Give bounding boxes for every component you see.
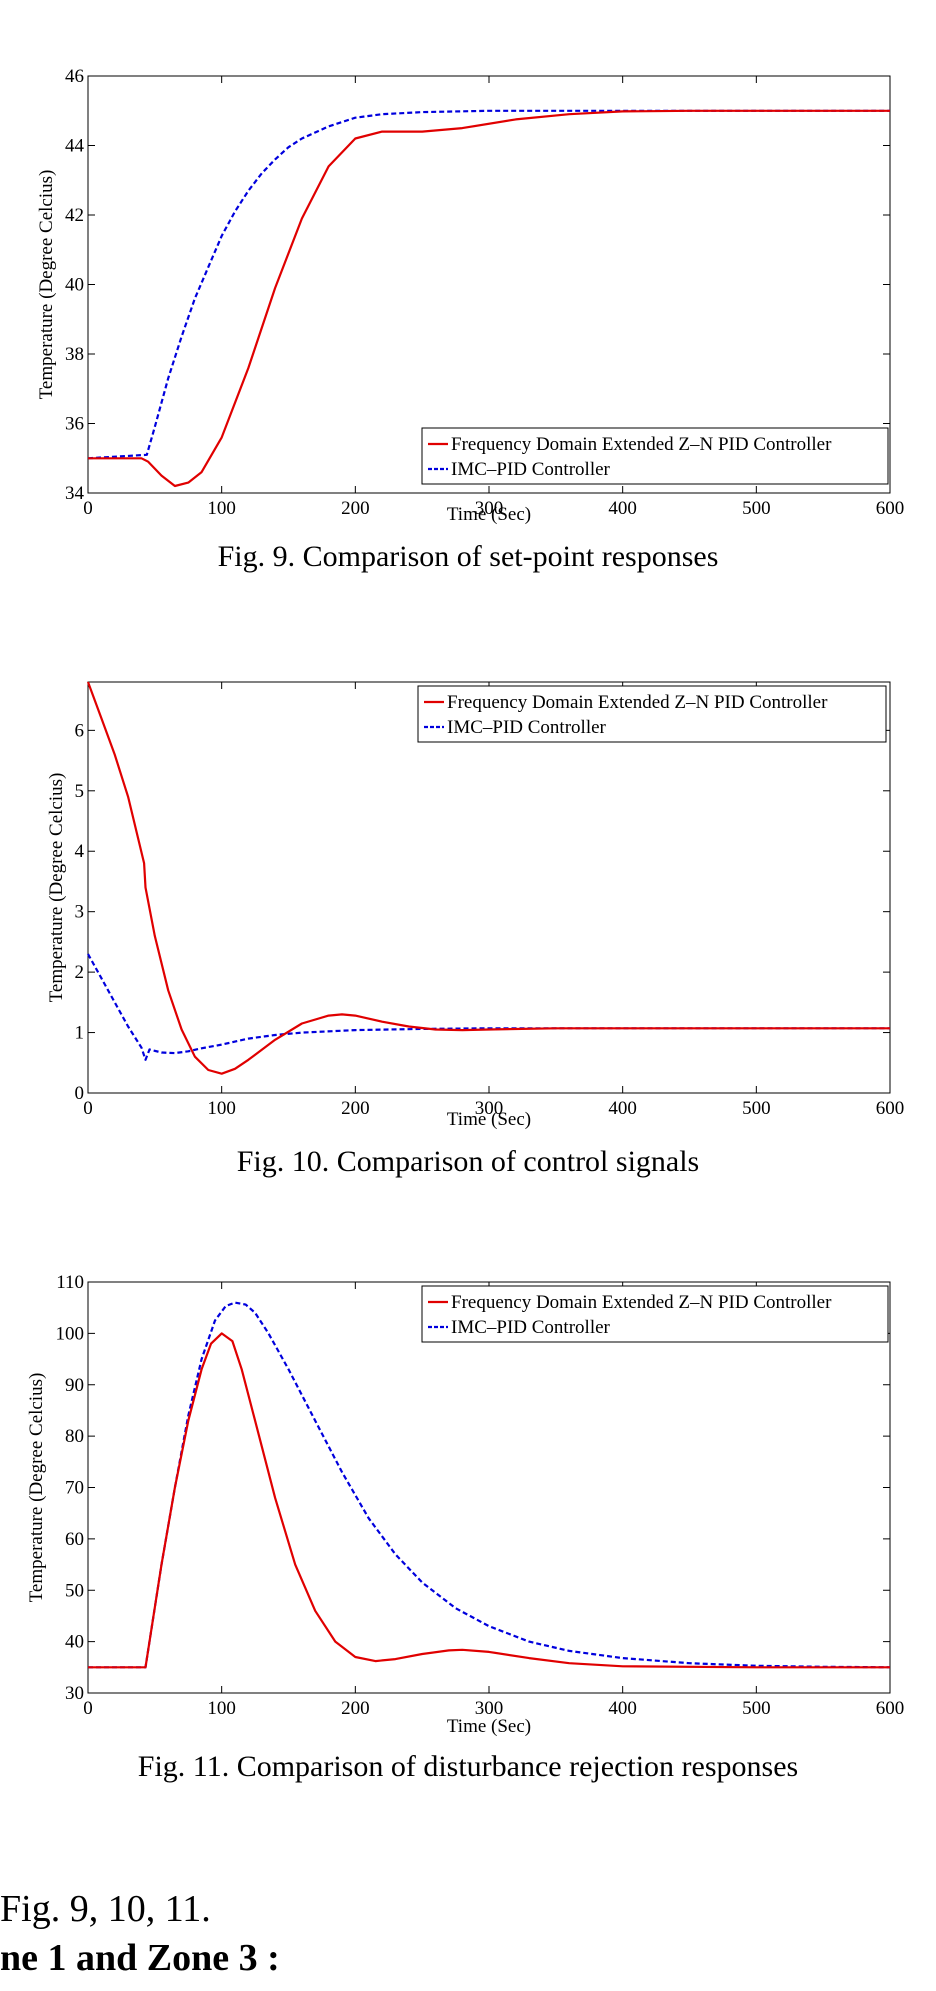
y-tick-label: 90 (65, 1375, 84, 1396)
y-tick-label: 60 (65, 1529, 84, 1550)
y-tick-label: 3 (75, 902, 85, 923)
x-tick-label: 0 (83, 1098, 93, 1119)
series-line-zn-pid (88, 109, 890, 488)
x-tick-label: 600 (876, 1098, 905, 1119)
legend-entry-label: IMC–PID Controller (451, 1317, 611, 1338)
y-tick-label: 6 (75, 720, 85, 741)
x-axis-label: Time (Sec) (447, 1716, 531, 1737)
legend-entry-label: Frequency Domain Extended Z–N PID Contro… (447, 692, 828, 713)
legend-entry-label: IMC–PID Controller (447, 717, 607, 738)
figure-caption-10: Fig. 10. Comparison of control signals (236, 1145, 700, 1178)
series-line-imc-pid (87, 109, 890, 460)
legend-frame (417, 685, 887, 743)
y-tick-label: 1 (75, 1023, 85, 1044)
trailing-text-figure-ref: Fig. 9, 10, 11. (0, 1888, 211, 1930)
x-tick-label: 200 (341, 1098, 370, 1119)
legend-frame (421, 1285, 889, 1343)
figure-caption-11: Fig. 11. Comparison of disturbance rejec… (137, 1750, 799, 1783)
x-tick-label: 400 (608, 498, 637, 519)
series-line-zn-pid (86, 681, 890, 1075)
legend: Frequency Domain Extended Z–N PID Contro… (421, 427, 889, 485)
y-axis-label: Temperature (Degree Celcius) (26, 1373, 47, 1603)
plot-area-frame (87, 681, 891, 1094)
x-tick-label: 500 (742, 498, 771, 519)
y-tick-label: 2 (75, 962, 85, 983)
x-tick-label: 0 (83, 1698, 93, 1719)
y-tick-label: 0 (75, 1083, 85, 1104)
x-axis-label: Time (Sec) (447, 1109, 531, 1130)
trailing-text-section-heading: ne 1 and Zone 3 : (0, 1937, 280, 1979)
y-tick-label: 44 (65, 136, 85, 157)
y-tick-label: 36 (65, 414, 84, 435)
legend: Frequency Domain Extended Z–N PID Contro… (421, 1285, 889, 1343)
y-tick-label: 34 (65, 483, 85, 504)
series-line-imc-pid (88, 1301, 891, 1669)
x-tick-label: 400 (608, 1098, 637, 1119)
legend-entry-label: IMC–PID Controller (451, 459, 611, 480)
y-tick-label: 5 (75, 781, 85, 802)
figure-caption-9: Fig. 9. Comparison of set-point response… (217, 540, 719, 573)
x-tick-label: 200 (341, 1698, 370, 1719)
y-tick-label: 80 (65, 1426, 84, 1447)
legend-entry-label: Frequency Domain Extended Z–N PID Contro… (451, 1292, 832, 1313)
y-tick-label: 42 (65, 205, 84, 226)
y-axis-label: Temperature (Degree Celcius) (46, 773, 67, 1003)
legend-entry-label: Frequency Domain Extended Z–N PID Contro… (451, 434, 832, 455)
series-line-imc-pid (87, 953, 890, 1061)
series-line-zn-pid (88, 1332, 890, 1669)
y-tick-label: 70 (65, 1478, 84, 1499)
x-tick-label: 300 (475, 1698, 504, 1719)
x-tick-label: 100 (207, 498, 236, 519)
x-tick-label: 100 (207, 1698, 236, 1719)
y-tick-label: 40 (65, 275, 84, 296)
chart-control-signals: 0 100 200 300 400 500 600 0 1 2 3 4 5 6 Time (Sec) Temp… (46, 681, 905, 1130)
x-axis-label: Time (Sec) (447, 504, 531, 525)
chart-disturbance-rejection: 0 100 200 300 400 500 600 30 40 50 60 70 80 90 100 110 T… (26, 1272, 905, 1737)
chart-set-point: 0 100 200 300 400 500 600 34 36 38 40 42 44 46 Time (S… (36, 66, 905, 525)
y-axis-label: Temperature (Degree Celcius) (36, 170, 57, 400)
y-tick-label: 100 (56, 1323, 85, 1344)
y-tick-label: 30 (65, 1683, 84, 1704)
y-tick-label: 110 (56, 1272, 84, 1293)
legend-frame (421, 427, 889, 485)
x-tick-label: 100 (207, 1098, 236, 1119)
y-tick-label: 4 (75, 841, 85, 862)
x-tick-label: 600 (876, 498, 905, 519)
x-tick-label: 200 (341, 498, 370, 519)
x-tick-label: 600 (876, 1698, 905, 1719)
x-tick-label: 300 (475, 498, 504, 519)
x-tick-label: 400 (608, 1698, 637, 1719)
x-tick-label: 0 (83, 498, 93, 519)
y-tick-label: 46 (65, 66, 84, 87)
x-tick-label: 300 (475, 1098, 504, 1119)
y-tick-label: 50 (65, 1580, 84, 1601)
plot-area-frame (87, 1281, 891, 1694)
y-tick-label: 38 (65, 344, 84, 365)
legend: Frequency Domain Extended Z–N PID Contro… (417, 685, 887, 743)
y-tick-label: 40 (65, 1632, 84, 1653)
x-tick-label: 500 (742, 1098, 771, 1119)
x-tick-label: 500 (742, 1698, 771, 1719)
